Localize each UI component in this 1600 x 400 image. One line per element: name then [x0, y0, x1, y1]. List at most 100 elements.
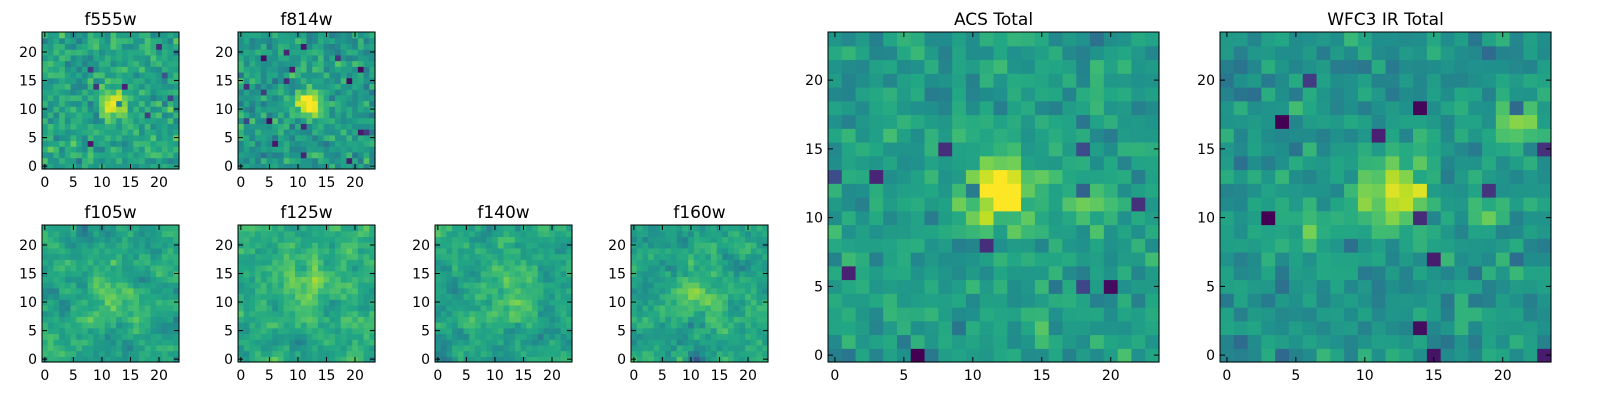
heatmap-cell	[1076, 210, 1091, 226]
heatmap-cell	[99, 129, 106, 136]
heatmap-cell	[665, 287, 672, 295]
heatmap-cell	[329, 247, 336, 255]
heatmap-cell	[93, 225, 100, 232]
heatmap-cell	[722, 242, 729, 249]
heatmap-cell	[1482, 293, 1497, 308]
heatmap-cell	[317, 163, 325, 170]
heatmap-cell	[99, 134, 106, 142]
heatmap-cell	[156, 77, 163, 84]
heatmap-cell	[1103, 183, 1119, 198]
heatmap-cell	[910, 73, 926, 88]
heatmap-cell	[1233, 87, 1249, 102]
heatmap-cell	[272, 111, 279, 119]
heatmap-cell	[1523, 265, 1538, 281]
heatmap-cell	[1131, 169, 1146, 184]
heatmap-cell	[317, 134, 325, 142]
heatmap-cell	[255, 140, 262, 147]
heatmap-cell	[173, 276, 180, 283]
heatmap-cell	[756, 242, 763, 249]
heatmap-cell	[53, 100, 60, 107]
heatmap-cell	[53, 123, 60, 130]
heatmap-cell	[76, 356, 83, 363]
heatmap-cell	[1062, 114, 1077, 129]
heatmap-cell	[272, 129, 279, 136]
heatmap-cell	[699, 276, 706, 283]
heatmap-cell	[1261, 114, 1276, 129]
heatmap-cell	[1048, 32, 1064, 47]
heatmap-cell	[756, 236, 763, 243]
heatmap-cell	[1247, 293, 1262, 308]
heatmap-cell	[295, 77, 302, 84]
heatmap-cell	[492, 282, 499, 289]
heatmap-cell	[300, 117, 308, 124]
heatmap-cell	[1495, 238, 1511, 253]
heatmap-cell	[329, 236, 336, 243]
heatmap-cell	[492, 333, 499, 340]
heatmap-cell	[733, 356, 741, 363]
heatmap-cell	[705, 322, 712, 329]
heatmap-cell	[1330, 334, 1345, 349]
heatmap-cell	[1454, 128, 1469, 143]
heatmap-cell	[99, 117, 106, 124]
heatmap-cell	[277, 117, 285, 124]
heatmap-cell	[1385, 252, 1400, 267]
heatmap-cell	[1247, 155, 1262, 171]
heatmap-cell	[739, 242, 746, 249]
heatmap-cell	[110, 333, 117, 340]
y-tick-label: 15	[805, 142, 823, 158]
heatmap-cell	[260, 49, 268, 56]
heatmap-cell	[952, 45, 967, 61]
heatmap-cell	[1048, 142, 1064, 157]
heatmap-cell	[312, 32, 319, 39]
heatmap-cell	[156, 54, 163, 62]
heatmap-cell	[1117, 238, 1133, 253]
heatmap-cell	[317, 322, 325, 329]
heatmap-cell	[1385, 348, 1400, 363]
heatmap-cell	[346, 94, 353, 102]
heatmap-cell	[277, 225, 285, 232]
heatmap-cell	[1357, 128, 1373, 143]
heatmap-cell	[1007, 87, 1022, 102]
heatmap-cell	[144, 66, 152, 73]
heatmap-cell	[76, 134, 83, 142]
heatmap-cell	[1413, 128, 1428, 143]
heatmap-cell	[121, 282, 129, 289]
heatmap-cell	[486, 259, 493, 266]
heatmap-cell	[1330, 87, 1345, 102]
heatmap-cell	[435, 287, 442, 295]
heatmap-cell	[243, 163, 251, 170]
heatmap-cell	[952, 224, 967, 239]
heatmap-cell	[300, 247, 308, 255]
heatmap-cell	[1426, 279, 1442, 294]
heatmap-cell	[289, 327, 296, 335]
heatmap-cell	[312, 43, 319, 50]
heatmap-cell	[1537, 293, 1552, 308]
heatmap-cell	[665, 333, 672, 340]
heatmap-cell	[446, 339, 453, 346]
heatmap-cell	[81, 146, 89, 153]
heatmap-cell	[255, 146, 262, 153]
heatmap-cell	[560, 322, 567, 329]
heatmap-cell	[346, 310, 353, 317]
heatmap-cell	[693, 236, 701, 243]
heatmap-cell	[492, 310, 499, 317]
heatmap-cell	[249, 316, 256, 323]
y-tick-label: 10	[805, 211, 823, 227]
heatmap-cell	[329, 322, 336, 329]
heatmap-cell	[938, 348, 953, 363]
heatmap-cell	[463, 230, 470, 238]
heatmap-cell	[87, 259, 94, 266]
heatmap-cell	[272, 151, 279, 159]
heatmap-cell	[323, 94, 330, 102]
heatmap-cell	[1440, 32, 1456, 47]
heatmap-cell	[156, 83, 163, 90]
heatmap-cell	[104, 304, 112, 312]
heatmap-cell	[144, 106, 152, 113]
heatmap-cell	[463, 339, 470, 346]
heatmap-cell	[1145, 293, 1160, 308]
heatmap-cell	[705, 282, 712, 289]
heatmap-cell	[352, 123, 359, 130]
heatmap-cell	[1509, 265, 1525, 281]
heatmap-cell	[728, 225, 735, 232]
heatmap-cell	[150, 157, 157, 164]
